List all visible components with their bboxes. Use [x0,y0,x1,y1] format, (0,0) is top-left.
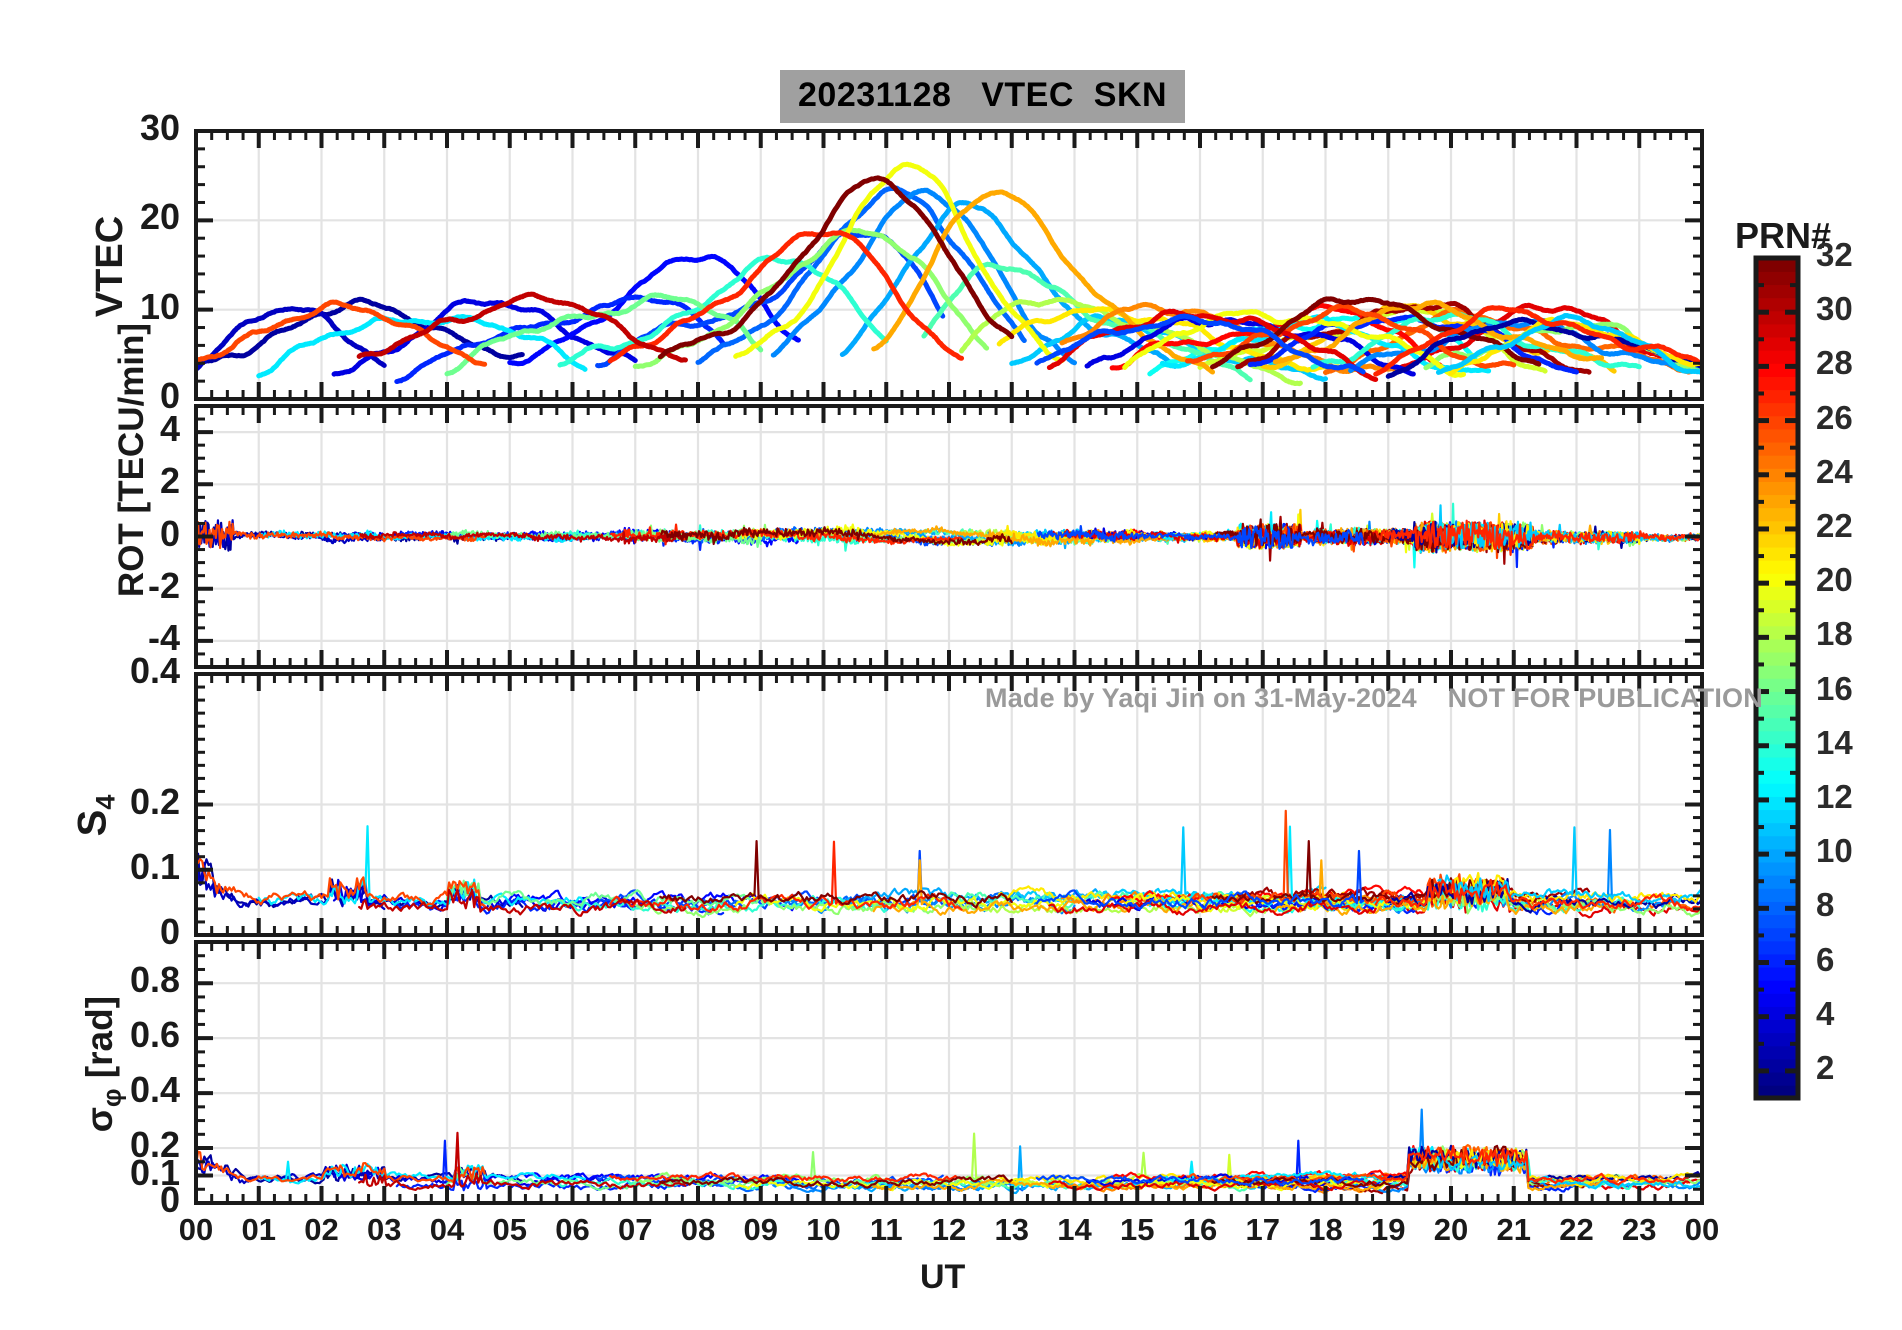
xtick-label-23: 23 [1622,1212,1657,1247]
ytick-label-rot-2: 0 [159,512,180,554]
ytick-label-vtec-2: 20 [139,196,180,238]
xtick-label-17: 17 [1245,1212,1280,1247]
ytick-label-sigma_phi-5: 0.8 [129,959,180,1001]
colorbar-tick-8: 8 [1816,886,1835,924]
ytick-label-rot-3: 2 [159,460,180,502]
ytick-label-rot-0: -4 [147,616,180,658]
ytick-label-rot-1: -2 [147,564,180,606]
colorbar-tick-30: 30 [1816,290,1853,328]
colorbar-tick-10: 10 [1816,832,1853,870]
colorbar-tick-26: 26 [1816,398,1853,436]
colorbar-tick-24: 24 [1816,452,1853,490]
ytick-label-s4-0: 0 [159,911,180,952]
colorbar [1753,255,1801,1101]
xtick-label-1: 01 [241,1212,276,1247]
colorbar-tick-20: 20 [1816,561,1853,599]
ytick-label-vtec-1: 10 [139,285,180,327]
colorbar-tick-4: 4 [1816,994,1835,1032]
xtick-label-7: 07 [618,1212,653,1247]
xtick-label-9: 09 [743,1212,778,1247]
xtick-label-21: 21 [1496,1212,1531,1247]
xtick-label-18: 18 [1308,1212,1343,1247]
xtick-label-2: 02 [304,1212,339,1247]
colorbar-tick-32: 32 [1816,236,1853,273]
xtick-label-6: 06 [555,1212,590,1247]
xtick-label-8: 08 [680,1212,716,1247]
colorbar-title: PRN# [1735,215,1832,256]
colorbar-tick-22: 22 [1816,506,1853,544]
xtick-label-11: 11 [869,1212,903,1247]
colorbar-tick-2: 2 [1816,1048,1835,1086]
colorbar-tick-12: 12 [1816,777,1853,815]
xtick-label-14: 14 [1057,1212,1092,1247]
colorbar-tick-16: 16 [1816,669,1853,707]
xtick-label-20: 20 [1433,1212,1469,1247]
ytick-label-sigma_phi-2: 0.2 [129,1124,180,1166]
ytick-label-vtec-3: 30 [139,107,180,148]
xtick-label-0: 00 [178,1212,214,1247]
watermark-text: Made by Yaqi Jin on 31-May-2024 NOT FOR … [985,683,1763,713]
xtick-label-4: 04 [429,1212,465,1247]
xtick-label-5: 05 [492,1212,527,1247]
xtick-label-19: 19 [1371,1212,1406,1247]
ytick-label-s4-1: 0.1 [129,845,180,887]
ytick-label-s4-3: 0.4 [129,650,180,691]
ytick-label-sigma_phi-0: 0 [159,1179,180,1220]
xtick-label-16: 16 [1182,1212,1218,1247]
colorbar-tick-14: 14 [1816,723,1853,761]
colorbar-tick-6: 6 [1816,940,1835,978]
xtick-label-13: 13 [994,1212,1029,1247]
ytick-label-sigma_phi-3: 0.4 [129,1069,180,1111]
ytick-label-vtec-0: 0 [159,375,180,416]
colorbar-tick-18: 18 [1816,615,1853,653]
ytick-label-sigma_phi-4: 0.6 [129,1014,180,1056]
xtick-label-12: 12 [931,1212,967,1247]
figure-title: 20231128 VTEC SKN [780,70,1186,123]
ytick-label-sigma_phi-1: 0.1 [129,1151,180,1193]
xlabel-ut: UT [920,1258,966,1296]
xtick-label-10: 10 [806,1212,841,1247]
ytick-label-rot-4: 4 [159,408,180,450]
colorbar-tick-28: 28 [1816,344,1853,382]
xtick-label-15: 15 [1120,1212,1155,1247]
xtick-label-22: 22 [1559,1212,1594,1247]
xtick-label-24: 00 [1684,1212,1720,1247]
xtick-label-3: 03 [367,1212,402,1247]
ytick-label-s4-2: 0.2 [129,780,180,822]
